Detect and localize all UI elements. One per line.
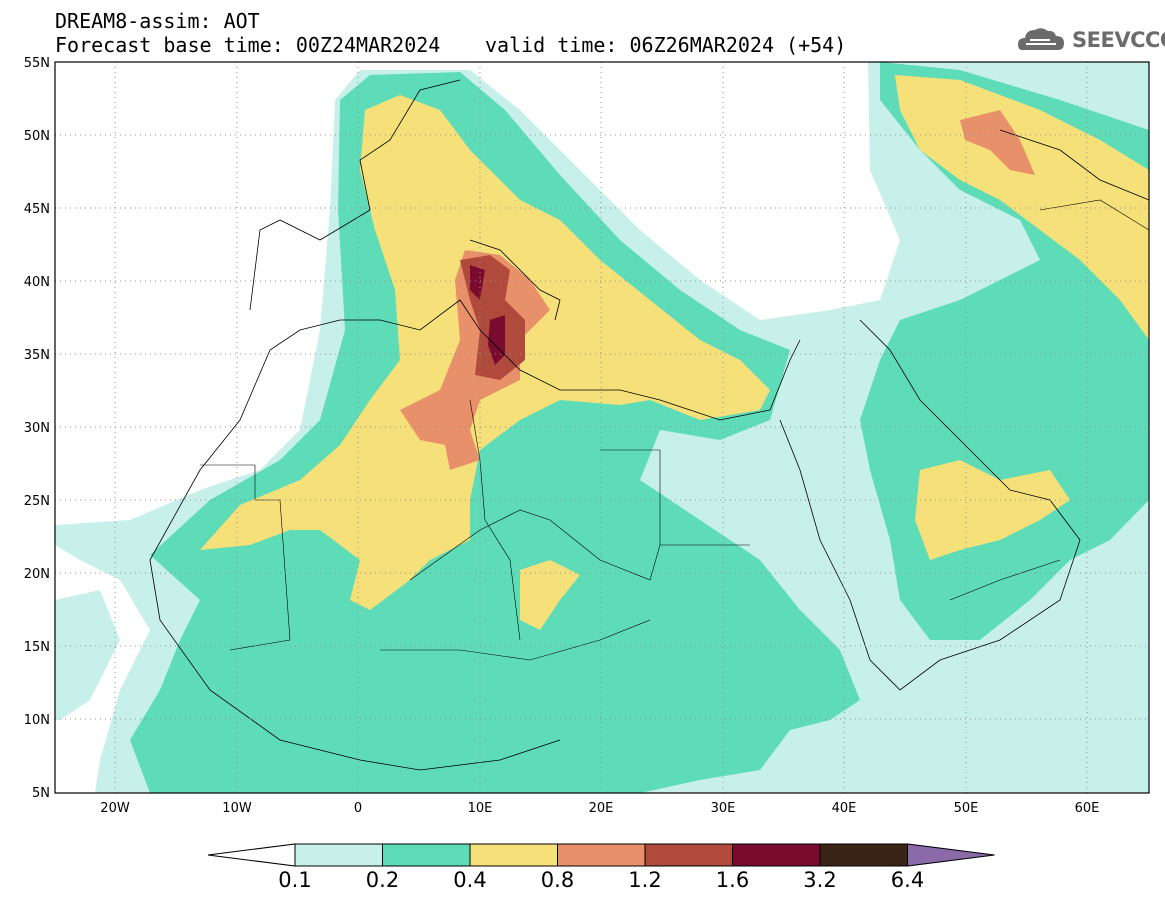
- colorbar-max-arrow: [907, 843, 995, 867]
- country-borders: [200, 199, 1149, 661]
- aot-band-0.4-arabia: [915, 460, 1070, 560]
- colorbar-label: 1.6: [715, 868, 750, 892]
- lon-axis: 20W 10W 0 10E 20E 30E 40E 50E 60E: [100, 801, 1099, 816]
- aot-band-0.4-sahel: [520, 560, 580, 630]
- colorbar-segment: [469, 843, 558, 867]
- logo-text: SEEVCCC: [1072, 28, 1165, 52]
- lat-label: 35N: [24, 348, 50, 363]
- aot-band-0.4-east: [895, 75, 1149, 340]
- forecast-base-time: Forecast base time: 00Z24MAR2024: [55, 33, 441, 57]
- colorbar-label: 0.2: [365, 868, 400, 892]
- aot-band-0.8: [400, 250, 550, 470]
- aot-field: [55, 62, 1149, 793]
- lon-label: 20W: [100, 801, 130, 816]
- lat-label: 50N: [24, 129, 50, 144]
- lat-label: 5N: [32, 786, 50, 801]
- colorbar-label: 3.2: [803, 868, 837, 892]
- graticule: [55, 62, 1149, 793]
- lon-label: 30E: [711, 801, 736, 816]
- lat-label: 30N: [24, 421, 50, 436]
- colorbar: [207, 843, 995, 867]
- lon-label: 0: [354, 801, 362, 816]
- aot-band-0.1-south: [55, 590, 120, 720]
- aot-band-1.6: [470, 265, 485, 300]
- lat-axis: 55N 50N 45N 40N 35N 30N 25N 20N 15N 10N …: [24, 56, 50, 801]
- colorbar-segment: [819, 843, 908, 867]
- colorbar-segment: [294, 843, 383, 867]
- lat-label: 10N: [24, 713, 50, 728]
- lon-label: 50E: [954, 801, 979, 816]
- lon-label: 20E: [589, 801, 614, 816]
- colorbar-label: 0.1: [278, 868, 312, 892]
- lat-label: 20N: [24, 567, 50, 582]
- aot-band-0.8-east: [960, 110, 1035, 175]
- lon-label: 40E: [832, 801, 857, 816]
- cloud-logo-icon: [1018, 28, 1064, 50]
- lon-label: 60E: [1075, 801, 1100, 816]
- colorbar-label: 1.2: [628, 868, 662, 892]
- aot-band-1.6-b: [488, 315, 505, 365]
- map-title: DREAM8-assim: AOT: [55, 9, 260, 33]
- colorbar-segment: [557, 843, 646, 867]
- lat-label: 15N: [24, 640, 50, 655]
- colorbar-min-arrow: [207, 843, 296, 867]
- lat-label: 25N: [24, 494, 50, 509]
- valid-time: valid time: 06Z26MAR2024 (+54): [485, 33, 847, 57]
- coastlines: [149, 79, 1149, 771]
- lat-label: 55N: [24, 56, 50, 71]
- colorbar-label: 6.4: [890, 868, 925, 892]
- lon-label: 10E: [468, 801, 493, 816]
- colorbar-label: 0.4: [453, 868, 487, 892]
- colorbar-segment: [382, 843, 471, 867]
- lon-label: 10W: [222, 801, 252, 816]
- lat-label: 40N: [24, 275, 50, 290]
- colorbar-segment: [644, 843, 733, 867]
- colorbar-label: 0.8: [540, 868, 575, 892]
- plot-frame: [54, 61, 1150, 794]
- lat-label: 45N: [24, 202, 50, 217]
- colorbar-segment: [732, 843, 821, 867]
